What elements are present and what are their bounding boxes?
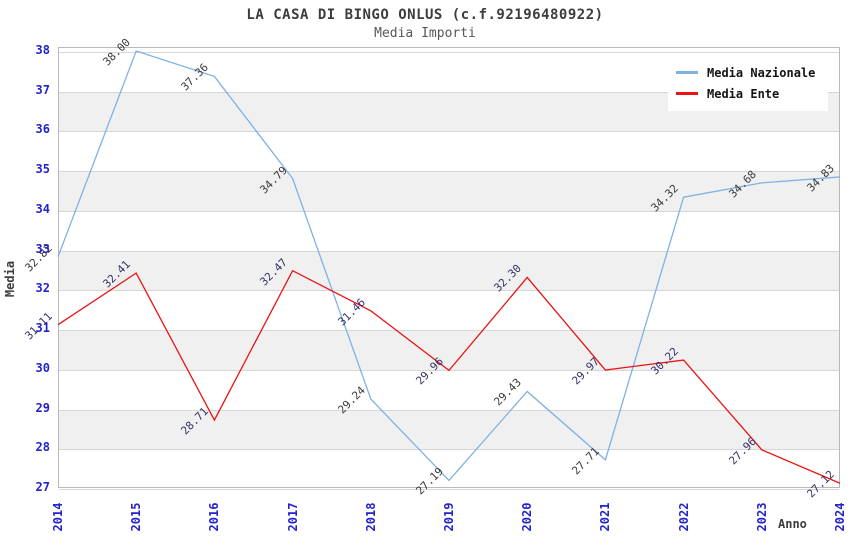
legend-item-media-nazionale: Media Nazionale: [674, 62, 822, 83]
y-tick-label: 30: [35, 360, 50, 375]
media-nazionale-swatch-icon: [676, 71, 698, 74]
x-tick-label: 2021: [598, 502, 613, 532]
series-line-media-nazionale: [57, 50, 841, 482]
x-axis-title: Anno: [778, 517, 807, 531]
y-tick-label: 33: [35, 241, 50, 256]
gridline: [59, 250, 839, 252]
chart-title: LA CASA DI BINGO ONLUS (c.f.92196480922): [246, 7, 604, 23]
x-tick-label: 2022: [676, 502, 691, 532]
gridline: [59, 131, 839, 133]
media-ente-swatch-icon: [676, 92, 698, 95]
y-tick-label: 36: [35, 122, 50, 137]
gridline: [59, 409, 839, 411]
gridline: [59, 290, 839, 292]
background-band: [59, 409, 839, 450]
gridline: [59, 449, 839, 451]
gridline: [59, 330, 839, 332]
background-band: [59, 330, 839, 370]
x-tick-label: 2020: [520, 502, 535, 532]
y-tick-label: 29: [35, 400, 50, 415]
gridline: [59, 52, 839, 53]
y-tick-label: 27: [35, 480, 50, 494]
gridline: [59, 210, 839, 212]
legend-item-media-ente: Media Ente: [674, 83, 822, 104]
x-tick-label: 2023: [754, 502, 769, 532]
x-tick-label: 2024: [833, 502, 847, 532]
legend: Media Nazionale Media Ente: [668, 55, 828, 111]
x-tick-label: 2018: [363, 502, 378, 532]
x-tick-label: 2019: [442, 502, 456, 532]
legend-label-media-nazionale: Media Nazionale: [707, 65, 816, 80]
background-band: [59, 171, 839, 211]
x-tick-label: 2015: [129, 502, 144, 532]
y-tick-label: 34: [35, 201, 50, 216]
gridline: [59, 171, 839, 173]
x-tick-label: 2017: [285, 502, 300, 532]
gridline: [59, 489, 839, 490]
y-tick-label: 31: [35, 321, 50, 336]
gridline: [59, 91, 839, 93]
y-tick-label: 38: [35, 43, 50, 57]
y-tick-label: 32: [35, 281, 50, 296]
y-tick-label: 37: [35, 82, 50, 97]
x-tick-label: 2016: [207, 502, 222, 532]
plot-area: [58, 47, 840, 490]
x-tick-label: 2014: [51, 502, 65, 532]
background-band: [59, 250, 839, 291]
y-axis-title: Media: [3, 260, 18, 298]
chart-subtitle: Media Importi: [374, 26, 476, 41]
y-tick-label: 28: [35, 440, 50, 455]
legend-label-media-ente: Media Ente: [707, 86, 780, 101]
y-tick-label: 35: [35, 162, 50, 177]
series-line-media-ente: [57, 269, 841, 484]
